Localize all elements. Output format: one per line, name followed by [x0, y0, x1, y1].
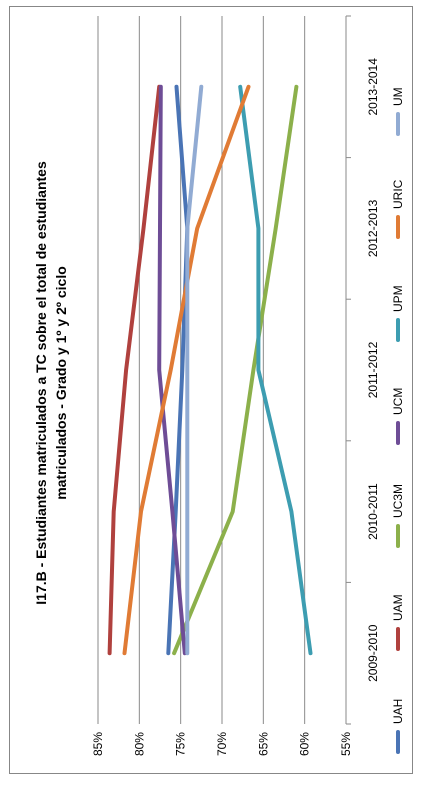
series-line-uc3m	[172, 84, 299, 656]
y-tick-label: 70%	[215, 732, 229, 756]
y-tick-label: 65%	[256, 732, 270, 756]
legend-label-uc3m: UC3M	[391, 484, 405, 518]
legend: UAH UAM UC3M UCM UPM URIC UM	[391, 87, 405, 754]
legend-label-upm: UPM	[391, 285, 405, 312]
x-tick-label: 2012-2013	[366, 199, 380, 257]
legend-label-uam: UAM	[391, 594, 405, 621]
series-line-ucm	[157, 84, 187, 656]
chart-title-line: I17.B - Estudiantes matriculados a TC so…	[33, 161, 49, 605]
series-lines	[107, 84, 313, 656]
series-line-uam	[107, 84, 162, 656]
y-tick-labels: 85% 80% 75% 70% 65% 60% 55%	[91, 732, 353, 756]
x-tick-label: 2010-2011	[366, 483, 380, 540]
x-tick-label: 2013-2014	[366, 58, 380, 116]
y-tick-label: 55%	[339, 732, 353, 756]
x-tick-label: 2009-2010	[366, 624, 380, 682]
legend-label-um: UM	[391, 87, 405, 106]
y-tick-label: 80%	[132, 732, 146, 756]
x-tick-label: 2011-2012	[366, 341, 380, 398]
series-line-uah	[166, 84, 190, 656]
y-tick-label: 85%	[91, 732, 105, 756]
legend-label-uah: UAH	[391, 699, 405, 724]
gridlines	[97, 15, 351, 725]
legend-label-ucm: UCM	[391, 388, 405, 415]
series-line-upm	[238, 84, 313, 656]
series-line-uric	[122, 84, 251, 656]
chart-title: I17.B - Estudiantes matriculados a TC so…	[33, 161, 69, 605]
series-line-um	[185, 84, 204, 656]
legend-label-uric: URIC	[391, 179, 405, 209]
y-tick-label: 75%	[174, 732, 188, 756]
x-tick-labels: 2009-2010 2010-2011 2011-2012 2012-2013 2013…	[366, 58, 380, 682]
chart-title-line: matriculados - Grado y 1º y 2º ciclo	[53, 266, 69, 500]
y-tick-label: 60%	[298, 732, 312, 756]
